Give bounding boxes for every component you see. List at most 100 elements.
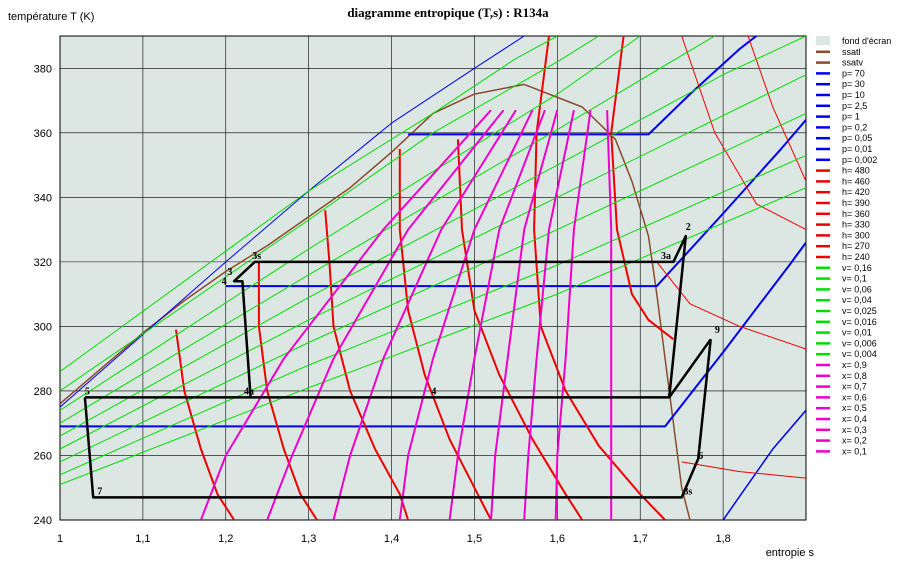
series-v-0-025 [60,36,806,437]
legend-label: x= 0,2 [842,436,867,446]
x-tick-label: 1 [57,533,63,545]
legend-label: h= 460 [842,176,870,186]
series-h-390 [681,461,806,479]
y-tick-label: 240 [34,515,52,527]
y-tick-label: 300 [34,321,52,333]
series-layer [60,36,806,520]
legend-label: p= 0,002 [842,155,877,165]
series-v-0-01 [60,36,641,411]
legend-label: h= 330 [842,220,870,230]
x-tick-label: 1,4 [384,533,399,545]
legend-label: p= 30 [842,79,865,89]
legend-label: h= 240 [842,252,870,262]
x-tick-label: 1,1 [135,533,150,545]
legend-label: p= 0,05 [842,133,872,143]
legend-label: v= 0,025 [842,306,877,316]
y-tick-label: 360 [34,128,52,140]
y-tick-label: 280 [34,386,52,398]
series-h-460 [681,36,806,231]
y-tick-label: 260 [34,450,52,462]
legend-label: p= 1 [842,112,860,122]
state-point-label: 6 [698,451,703,462]
series-x-0-7 [523,109,575,520]
legend-label: v= 0,006 [842,338,877,348]
series-x-0-9 [606,110,613,520]
series-x-0-5 [448,109,546,520]
y-axis-label: température T (K) [8,11,94,23]
legend-label: v= 0,01 [842,328,872,338]
series-v-0-1 [60,154,806,476]
legend-label: v= 0,06 [842,284,872,294]
plot-background [59,35,807,521]
legend-label: v= 0,16 [842,263,872,273]
legend-label: x= 0,3 [842,425,867,435]
x-tick-label: 1,6 [550,533,565,545]
legend-label: x= 0,6 [842,392,867,402]
series-h-330 [533,36,666,520]
state-point-label: 2 [686,222,691,233]
series-v-0-04 [60,74,806,450]
legend-label: v= 0,1 [842,274,867,284]
legend-label: h= 420 [842,187,870,197]
legend-label: h= 390 [842,198,870,208]
series-v-0-16 [60,187,806,485]
series-x-0-3 [332,109,517,520]
x-tick-label: 1,7 [633,533,648,545]
series-x-0-8 [554,110,592,520]
legend-label: p= 70 [842,68,865,78]
series-h-420 [656,261,806,350]
tick-labels: 1 1,1 1,2 1,3 1,4 1,5 1,6 1,7 1,8 240 260 280 300 320… [34,63,731,545]
legend-label: p= 0,2 [842,122,867,132]
series-ssatv [523,83,691,520]
x-tick-label: 1,8 [715,533,730,545]
y-tick-label: 320 [34,257,52,269]
legend-swatch [816,36,830,45]
legend-label: x= 0,1 [842,446,867,456]
legend-label: p= 0,01 [842,144,872,154]
legend-label: x= 0,7 [842,382,867,392]
x-axis-label: entropie s [766,547,815,559]
state-point-label: 4a [244,386,254,397]
series-h-300 [456,139,584,520]
legend-label: v= 0,016 [842,317,877,327]
series-p-1 [722,409,806,520]
legend-label: h= 270 [842,241,870,251]
state-point-label: 9 [715,325,720,336]
series-v-0-006 [60,36,600,392]
series-v-0-06 [60,112,806,463]
y-tick-label: 340 [34,192,52,204]
series-h-240 [175,329,235,520]
legend-label: v= 0,004 [842,349,877,359]
state-point-label: 4 [222,277,227,288]
state-point-label: 8s [683,486,692,497]
legend-label: v= 0,04 [842,295,872,305]
legend-label: h= 480 [842,166,870,176]
x-tick-label: 1,3 [301,533,316,545]
state-point-label: 3s [252,251,261,262]
series-x-0-1 [199,109,492,520]
y-tick-label: 380 [34,63,52,75]
series-v-0-016 [60,36,716,424]
state-point-label: 1 [667,386,672,397]
legend-label: x= 0,9 [842,360,867,370]
cycle-segment [232,234,688,398]
series-p-10 [225,119,806,288]
series-x-0-4 [398,109,534,520]
chart-title: diagramme entropique (T,s) : R134a [347,5,549,20]
state-point-label: 5 [85,386,90,397]
series-v-0-004 [60,36,558,373]
legend-label: p= 10 [842,90,865,100]
legend-label: x= 0,4 [842,414,867,424]
legend-label: ssatl [842,47,861,57]
legend-label: h= 300 [842,230,870,240]
state-point-label: 3 [227,267,232,278]
legend-label: ssatv [842,58,864,68]
state-point-label: 7 [97,486,102,497]
x-tick-label: 1,5 [467,533,482,545]
legend-label: x= 0,5 [842,403,867,413]
series-p-70 [60,36,525,408]
series-x-0-6 [490,109,559,520]
